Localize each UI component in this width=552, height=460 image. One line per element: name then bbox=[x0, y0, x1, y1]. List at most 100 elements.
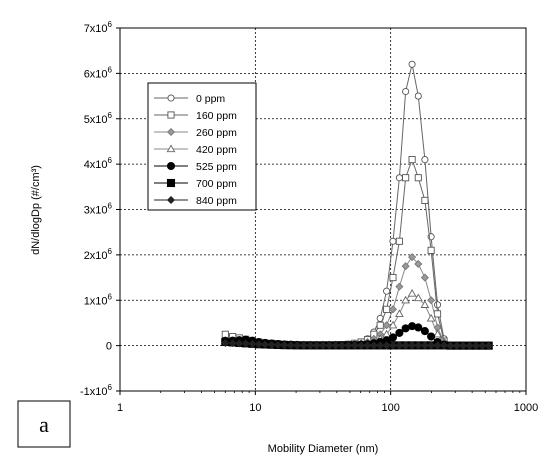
legend-label: 840 ppm bbox=[196, 195, 237, 207]
series-line bbox=[225, 292, 489, 347]
legend-label: 525 ppm bbox=[196, 161, 237, 173]
y-axis-label: dN/dlogDp (#/cm³) bbox=[30, 165, 42, 255]
y-tick-label: 6x106 bbox=[84, 65, 113, 80]
data-point bbox=[241, 339, 250, 348]
data-point bbox=[254, 340, 263, 349]
data-point bbox=[401, 295, 411, 304]
y-tick-label: 3x106 bbox=[84, 202, 113, 217]
legend-item: 260 ppm bbox=[154, 127, 237, 139]
panel-label-frame bbox=[17, 400, 71, 448]
data-point bbox=[344, 341, 353, 350]
legend-items: 0 ppm 160 ppm 260 ppm 420 ppm 525 ppm 700 ppm… bbox=[154, 93, 237, 207]
data-point bbox=[408, 156, 416, 164]
legend-marker bbox=[167, 111, 175, 119]
data-point bbox=[273, 340, 283, 349]
data-point bbox=[408, 341, 417, 350]
data-point bbox=[414, 323, 423, 332]
data-point bbox=[402, 174, 410, 182]
data-point bbox=[433, 310, 442, 318]
legend-marker bbox=[167, 94, 175, 102]
legend-item: 840 ppm bbox=[154, 195, 237, 207]
data-point bbox=[421, 156, 429, 164]
data-point bbox=[407, 288, 417, 297]
legend-item: 160 ppm bbox=[154, 110, 237, 122]
data-point bbox=[433, 329, 442, 338]
data-point bbox=[433, 341, 442, 350]
data-point bbox=[318, 341, 327, 350]
data-point bbox=[408, 253, 417, 262]
legend-marker bbox=[166, 195, 176, 205]
data-point bbox=[286, 341, 295, 350]
data-point bbox=[395, 341, 404, 350]
data-point bbox=[306, 341, 315, 350]
data-point bbox=[446, 341, 455, 350]
y-tick-label: 7x106 bbox=[84, 20, 113, 35]
y-tick-label: 0 bbox=[106, 341, 112, 353]
series-160-ppm bbox=[221, 156, 493, 350]
data-point bbox=[325, 341, 334, 350]
data-point bbox=[427, 332, 436, 341]
data-point bbox=[331, 341, 340, 350]
data-point bbox=[421, 196, 429, 204]
data-point bbox=[312, 341, 321, 350]
y-tick-label: 4x106 bbox=[84, 156, 113, 171]
series-260-ppm bbox=[221, 253, 493, 350]
data-point bbox=[478, 341, 487, 350]
x-tick-label: 10 bbox=[249, 402, 261, 414]
legend-marker bbox=[166, 127, 176, 137]
panel-label-box: a bbox=[17, 400, 71, 448]
data-point bbox=[395, 237, 403, 245]
data-point bbox=[235, 339, 244, 348]
legend-label: 160 ppm bbox=[196, 110, 237, 122]
x-tick-label: 1 bbox=[117, 402, 123, 414]
legend-label: 0 ppm bbox=[196, 93, 225, 105]
data-point bbox=[440, 341, 449, 350]
panel-label: a bbox=[39, 412, 49, 437]
series-840-ppm bbox=[221, 338, 493, 350]
data-point bbox=[420, 341, 429, 350]
data-point bbox=[452, 341, 461, 350]
data-point bbox=[402, 87, 410, 96]
y-tick-label: 2x106 bbox=[84, 247, 113, 262]
data-point bbox=[388, 341, 398, 350]
data-point bbox=[248, 339, 257, 348]
x-axis-label: Mobility Diameter (nm) bbox=[268, 443, 379, 455]
x-axis-ticks: 1 10 100 1000 bbox=[117, 391, 538, 414]
data-point bbox=[395, 309, 404, 318]
data-point bbox=[388, 320, 398, 329]
series-line bbox=[225, 64, 489, 347]
data-point bbox=[420, 327, 429, 336]
data-point bbox=[350, 341, 359, 350]
legend-label: 700 ppm bbox=[196, 178, 237, 190]
data-point bbox=[376, 341, 385, 350]
data-point bbox=[388, 305, 398, 314]
data-point bbox=[427, 341, 436, 350]
data-point bbox=[414, 174, 422, 182]
data-point bbox=[369, 341, 378, 350]
data-point bbox=[383, 287, 391, 295]
legend-marker bbox=[166, 161, 176, 171]
y-axis-ticks: -1x106 0 1x106 2x106 3x106 4x106 5x106 6x106 7x1… bbox=[80, 20, 120, 398]
data-point bbox=[363, 341, 372, 350]
data-point bbox=[414, 92, 422, 100]
legend-marker bbox=[166, 144, 176, 153]
data-point bbox=[427, 296, 436, 305]
data-series bbox=[220, 60, 494, 350]
data-point bbox=[389, 237, 397, 245]
y-tick-label: 1x106 bbox=[84, 292, 113, 307]
data-point bbox=[427, 246, 435, 254]
data-point bbox=[395, 174, 403, 182]
legend-item: 0 ppm bbox=[154, 93, 225, 105]
data-point bbox=[388, 333, 398, 342]
legend-item: 700 ppm bbox=[154, 178, 237, 190]
x-tick-label: 1000 bbox=[514, 402, 538, 414]
data-point bbox=[228, 339, 237, 348]
data-point bbox=[484, 341, 493, 350]
data-point bbox=[471, 341, 481, 350]
data-point bbox=[414, 259, 423, 268]
data-point bbox=[465, 341, 474, 350]
data-point bbox=[408, 60, 416, 68]
data-point bbox=[221, 338, 230, 347]
data-point bbox=[401, 341, 410, 350]
